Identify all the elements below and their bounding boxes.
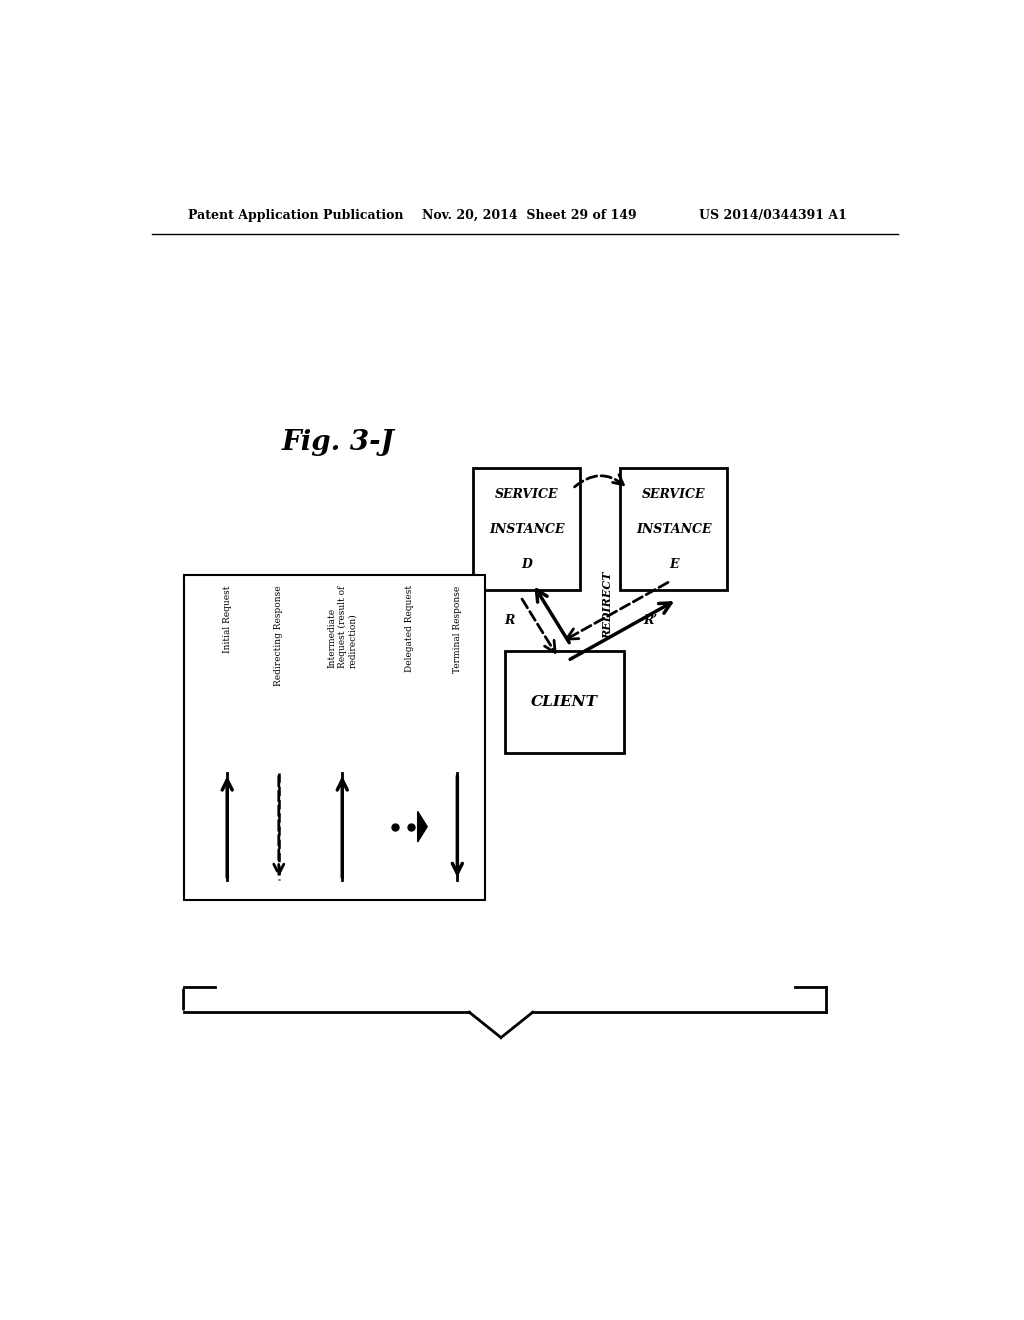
Text: R: R <box>505 614 515 627</box>
Text: INSTANCE: INSTANCE <box>636 523 712 536</box>
FancyArrowPatch shape <box>273 776 284 874</box>
Text: R’: R’ <box>644 614 657 627</box>
FancyArrowPatch shape <box>337 780 347 878</box>
Text: Delegated Request: Delegated Request <box>406 585 415 672</box>
Text: Terminal Response: Terminal Response <box>453 585 462 672</box>
FancyArrowPatch shape <box>566 582 668 639</box>
FancyArrowPatch shape <box>222 780 232 878</box>
Bar <box>473 469 581 590</box>
Bar <box>620 469 727 590</box>
Polygon shape <box>418 812 427 842</box>
FancyArrowPatch shape <box>537 590 569 643</box>
Text: R​EDIRECT: R​EDIRECT <box>603 572 613 639</box>
FancyArrowPatch shape <box>570 603 671 659</box>
Text: SERVICE: SERVICE <box>495 488 558 502</box>
Text: E: E <box>669 558 678 570</box>
FancyArrowPatch shape <box>574 475 624 487</box>
Text: Intermediate
Request (result of
redirection): Intermediate Request (result of redirect… <box>328 585 357 668</box>
Text: Initial Request: Initial Request <box>222 585 231 653</box>
Text: SERVICE: SERVICE <box>642 488 706 502</box>
Text: CLIENT: CLIENT <box>531 696 598 709</box>
Text: Fig. 3-J: Fig. 3-J <box>282 429 394 457</box>
Text: Redirecting Response: Redirecting Response <box>274 585 284 686</box>
FancyArrowPatch shape <box>453 776 463 874</box>
FancyArrowPatch shape <box>522 599 555 652</box>
Text: D: D <box>521 558 532 570</box>
Bar <box>183 576 485 900</box>
Text: INSTANCE: INSTANCE <box>489 523 564 536</box>
Text: Patent Application Publication: Patent Application Publication <box>187 209 403 222</box>
Bar <box>505 651 624 752</box>
Text: Nov. 20, 2014  Sheet 29 of 149: Nov. 20, 2014 Sheet 29 of 149 <box>422 209 636 222</box>
Text: US 2014/0344391 A1: US 2014/0344391 A1 <box>699 209 847 222</box>
